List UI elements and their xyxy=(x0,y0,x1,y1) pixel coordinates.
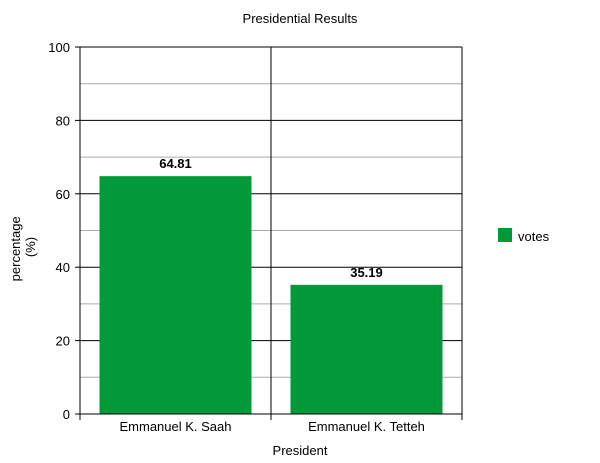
y-axis-label: percentage (%) xyxy=(8,213,38,282)
data-label: 64.81 xyxy=(159,156,192,171)
legend-label-votes: votes xyxy=(518,229,550,244)
axis-layer: 0 20 40 60 80 100 Emmanuel K. Saah Emmanuel K. … xyxy=(48,40,463,434)
data-label: 35.19 xyxy=(350,265,383,280)
y-tick-label: 20 xyxy=(56,334,70,349)
y-tick-label: 40 xyxy=(56,260,70,275)
y-axis-label-line-1: percentage xyxy=(8,216,23,281)
y-axis-label-line-2: (%) xyxy=(23,237,38,257)
y-tick-label: 0 xyxy=(63,407,70,422)
legend: votes xyxy=(498,228,550,244)
bar-emmanuel-k-tetteh xyxy=(290,284,443,414)
x-tick-label: Emmanuel K. Saah xyxy=(119,419,231,434)
legend-swatch-votes xyxy=(498,228,512,242)
y-tick-label: 80 xyxy=(56,113,70,128)
x-axis-label: President xyxy=(273,443,328,458)
bar-emmanuel-k-saah xyxy=(99,176,252,414)
x-tick-label: Emmanuel K. Tetteh xyxy=(308,419,425,434)
chart-title: Presidential Results xyxy=(243,11,358,26)
y-tick-label: 100 xyxy=(48,40,70,55)
bar-layer: 64.81 35.19 xyxy=(99,156,443,414)
y-tick-label: 60 xyxy=(56,187,70,202)
